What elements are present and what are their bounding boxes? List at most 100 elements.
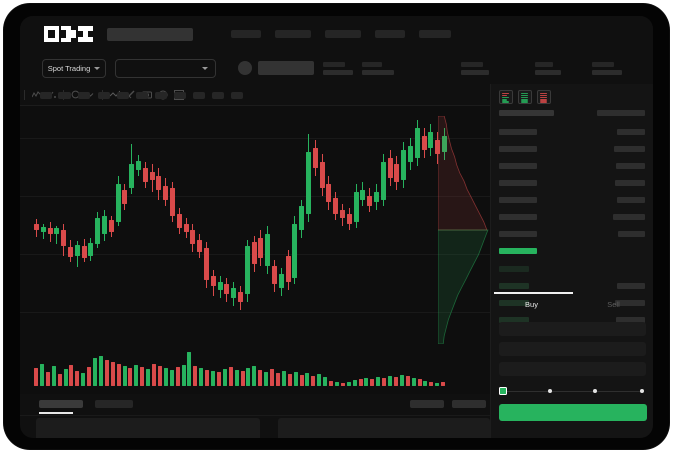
tab-sell-label: Sell [607,299,620,309]
volume-bar-17 [134,365,139,386]
nav-item-1[interactable] [231,30,261,38]
slider-dot-2[interactable] [640,389,644,393]
tab-buy[interactable]: Buy [491,292,572,316]
trading-pair-dropdown[interactable] [115,58,216,78]
volume-bar-59 [382,378,387,386]
timeframe-1D[interactable] [212,92,224,99]
depth-bids-area [438,229,489,344]
okx-logo[interactable] [44,26,93,42]
stat-24h-low [535,62,561,75]
volume-bar-24 [175,367,180,386]
ask-row-1[interactable] [491,146,653,155]
candlestick-chart[interactable] [20,106,490,346]
candle-body [217,282,223,290]
orderbook-mode-bids[interactable] [518,90,532,104]
order-amount [597,110,645,116]
volume-bar-21 [157,366,162,386]
price-field[interactable] [499,342,646,356]
order-book-panel: Buy Sell [490,84,653,438]
indicator-icon[interactable] [32,90,41,99]
timeframe-1H[interactable] [117,92,129,99]
search-input[interactable] [107,27,193,41]
trading-mode-dropdown[interactable]: Spot Trading [42,58,106,78]
tab-open-orders[interactable] [39,400,83,408]
order-price [499,266,529,272]
candle-body [442,136,447,152]
bid-row-3[interactable] [491,317,653,326]
volume-bar-31 [216,372,221,386]
slider-track[interactable] [502,390,644,392]
orders-tab-bar [20,394,490,416]
timeframe-15m[interactable] [78,92,90,99]
submit-order-button[interactable] [499,404,647,421]
candle-body [333,198,339,214]
timeframe-4H[interactable] [155,92,167,99]
candle-55 [408,106,413,346]
mode-row [502,92,509,94]
candle-wick [56,226,58,244]
timeframe-12H[interactable] [193,92,205,99]
timeframe-1W[interactable] [231,92,243,99]
order-book-header[interactable] [491,110,653,119]
volume-chart[interactable] [20,346,490,394]
ask-row-3[interactable] [491,180,653,189]
order-type-field[interactable] [499,322,646,336]
trading-mode-label: Spot Trading [47,63,91,73]
amount-field[interactable] [499,362,646,376]
candle-42 [319,106,325,346]
bottom-action-2[interactable] [452,400,486,408]
ask-row-2[interactable] [491,163,653,172]
tab-buy-label: Buy [525,299,538,309]
tab-sell[interactable]: Sell [573,292,653,316]
ask-row-6[interactable] [491,231,653,240]
order-amount [615,180,645,186]
candle-0 [34,106,39,346]
candle-body [115,184,121,222]
bottom-action-1[interactable] [410,400,444,408]
ask-row-0[interactable] [491,129,653,138]
volume-bar-16 [128,368,133,386]
last-price-row[interactable] [491,248,653,257]
bid-row-1[interactable] [491,283,653,292]
candle-37 [285,106,291,346]
candle-56 [414,106,420,346]
nav-item-5[interactable] [419,30,451,38]
logo-letter-x-icon [78,26,93,42]
volume-bar-28 [199,368,204,386]
candle-body [312,148,318,168]
bid-row-0[interactable] [491,266,653,275]
timeframe-6H[interactable] [174,92,186,99]
timeframe-2H[interactable] [136,92,148,99]
order-price [499,146,537,152]
tab-order-history[interactable] [95,400,133,408]
slider-handle[interactable] [499,387,507,395]
candle-body [102,216,107,234]
ask-row-4[interactable] [491,197,653,206]
amount-slider[interactable] [499,386,647,396]
nav-item-3[interactable] [325,30,361,38]
timeframe-5m[interactable] [58,92,71,99]
candle-26 [210,106,216,346]
nav-item-4[interactable] [375,30,405,38]
timeframe-1m[interactable] [40,92,52,99]
candle-body [285,256,291,282]
volume-bar-20 [152,364,156,386]
volume-bar-37 [252,366,257,386]
ask-row-5[interactable] [491,214,653,223]
nav-item-2[interactable] [275,30,311,38]
timeframe-30m[interactable] [98,92,110,99]
candle-body [61,230,67,246]
candle-body [367,196,373,206]
order-amount [617,197,645,203]
candle-body [421,136,427,150]
candle-body [54,228,60,234]
volume-bar-42 [281,371,286,386]
bid-row-2[interactable] [491,300,653,309]
slider-dot-0[interactable] [547,389,552,393]
order-amount [616,317,645,323]
volume-bar-62 [399,375,404,386]
candle-body [129,164,135,188]
orderbook-mode-asks[interactable] [537,90,551,104]
slider-dot-1[interactable] [593,389,598,393]
orderbook-mode-both[interactable] [499,90,513,104]
